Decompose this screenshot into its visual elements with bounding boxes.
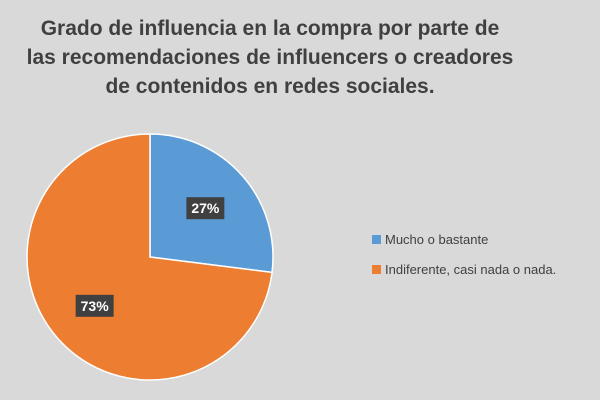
chart-title: Grado de influencia en la compra por par… xyxy=(26,17,514,98)
legend-item-indiferente: Indiferente, casi nada o nada. xyxy=(372,260,556,278)
data-label-box xyxy=(186,197,225,220)
legend-swatch-mucho-o-bastante xyxy=(372,234,381,244)
pie-slice-indiferente xyxy=(26,133,273,381)
legend: Mucho o bastante Indiferente, casi nada … xyxy=(372,230,556,290)
legend-label-indiferente: Indiferente, casi nada o nada. xyxy=(385,261,557,277)
legend-item-mucho-o-bastante: Mucho o bastante xyxy=(372,230,556,248)
data-label-text: 27% xyxy=(191,200,220,216)
data-label-text: 73% xyxy=(81,298,110,314)
data-label-indiferente: 73% xyxy=(75,294,114,317)
data-label-box xyxy=(75,294,114,317)
legend-swatch-indiferente xyxy=(372,264,381,274)
data-label-mucho-o-bastante: 27% xyxy=(186,197,225,220)
legend-label-mucho-o-bastante: Mucho o bastante xyxy=(385,231,489,247)
